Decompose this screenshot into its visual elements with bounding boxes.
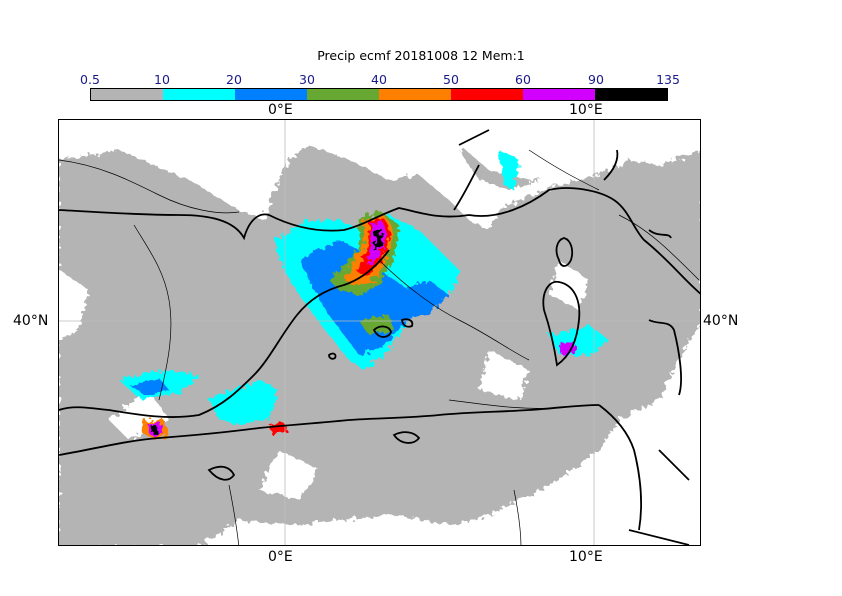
map-panel[interactable] xyxy=(58,119,701,546)
colorbar-tick: 30 xyxy=(299,72,315,87)
colorbar-swatch-2 xyxy=(235,89,307,100)
coastlines xyxy=(59,129,700,545)
colorbar-swatch-5 xyxy=(451,89,523,100)
lon-label-top-0: 0°E xyxy=(268,102,293,118)
country-borders xyxy=(59,149,700,545)
lon-label-bottom-0: 0°E xyxy=(268,549,293,565)
colorbar-swatch-6 xyxy=(523,89,595,100)
colorbar-swatch-1 xyxy=(163,89,235,100)
colorbar-swatch-4 xyxy=(379,89,451,100)
colorbar-tick: 60 xyxy=(515,72,531,87)
lat-label-left: 40°N xyxy=(13,313,49,329)
lon-label-top-10: 10°E xyxy=(569,102,603,118)
colorbar-tick: 0.5 xyxy=(80,72,100,87)
colorbar-tick: 10 xyxy=(154,72,170,87)
colorbar-swatch-0 xyxy=(91,89,163,100)
colorbar xyxy=(90,88,668,101)
lon-label-bottom-10: 10°E xyxy=(569,549,603,565)
colorbar-tick: 90 xyxy=(588,72,604,87)
colorbar-tick: 20 xyxy=(226,72,242,87)
colorbar-tick: 40 xyxy=(371,72,387,87)
precip-map[interactable] xyxy=(59,120,701,546)
map-title: Precip ecmf 20181008 12 Mem:1 xyxy=(317,48,525,63)
colorbar-tick: 50 xyxy=(443,72,459,87)
colorbar-swatch-7 xyxy=(595,89,667,100)
precip-gaps xyxy=(59,120,700,500)
colorbar-tick: 135 xyxy=(656,72,680,87)
colorbar-swatch-3 xyxy=(307,89,379,100)
precip-layer-core xyxy=(141,210,577,440)
lat-label-right: 40°N xyxy=(703,313,739,329)
